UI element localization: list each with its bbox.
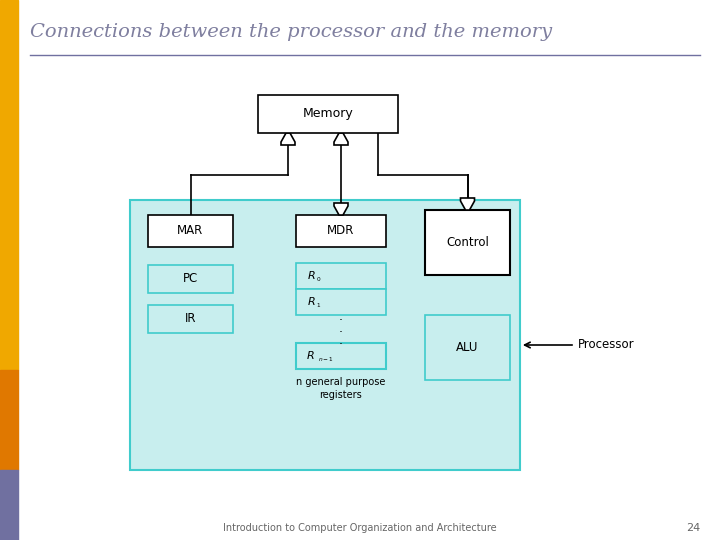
Text: ·
·
·: · · · bbox=[339, 314, 343, 352]
Text: $R$: $R$ bbox=[307, 295, 315, 307]
Text: Introduction to Computer Organization and Architecture: Introduction to Computer Organization an… bbox=[223, 523, 497, 533]
Bar bbox=[130, 200, 520, 470]
Text: n general purpose
registers: n general purpose registers bbox=[297, 377, 386, 400]
Text: $R$: $R$ bbox=[307, 269, 315, 281]
Bar bbox=[148, 215, 233, 247]
Text: ALU: ALU bbox=[456, 341, 479, 354]
Polygon shape bbox=[461, 198, 474, 210]
Text: PC: PC bbox=[183, 273, 198, 286]
Bar bbox=[425, 315, 510, 380]
Text: $_{n-1}$: $_{n-1}$ bbox=[318, 355, 334, 364]
Bar bbox=[296, 215, 386, 247]
Text: $_1$: $_1$ bbox=[316, 301, 322, 310]
Bar bbox=[296, 289, 386, 315]
Polygon shape bbox=[334, 203, 348, 215]
Text: Control: Control bbox=[446, 236, 489, 249]
Text: MAR: MAR bbox=[177, 225, 204, 238]
Text: Processor: Processor bbox=[578, 339, 634, 352]
Bar bbox=[296, 263, 386, 289]
Text: $_0$: $_0$ bbox=[316, 275, 322, 285]
Polygon shape bbox=[334, 133, 348, 145]
Text: 24: 24 bbox=[685, 523, 700, 533]
Bar bbox=[0, 470, 18, 540]
Text: IR: IR bbox=[185, 313, 197, 326]
Bar bbox=[425, 210, 510, 275]
Bar bbox=[148, 265, 233, 293]
Bar bbox=[296, 343, 386, 369]
Text: $R$: $R$ bbox=[306, 349, 315, 361]
Bar bbox=[0, 370, 18, 470]
Bar bbox=[148, 305, 233, 333]
Text: MDR: MDR bbox=[328, 225, 355, 238]
Text: Connections between the processor and the memory: Connections between the processor and th… bbox=[30, 23, 552, 41]
Bar bbox=[258, 95, 398, 133]
Text: Memory: Memory bbox=[302, 107, 354, 120]
Polygon shape bbox=[281, 133, 295, 145]
Bar bbox=[0, 0, 18, 370]
